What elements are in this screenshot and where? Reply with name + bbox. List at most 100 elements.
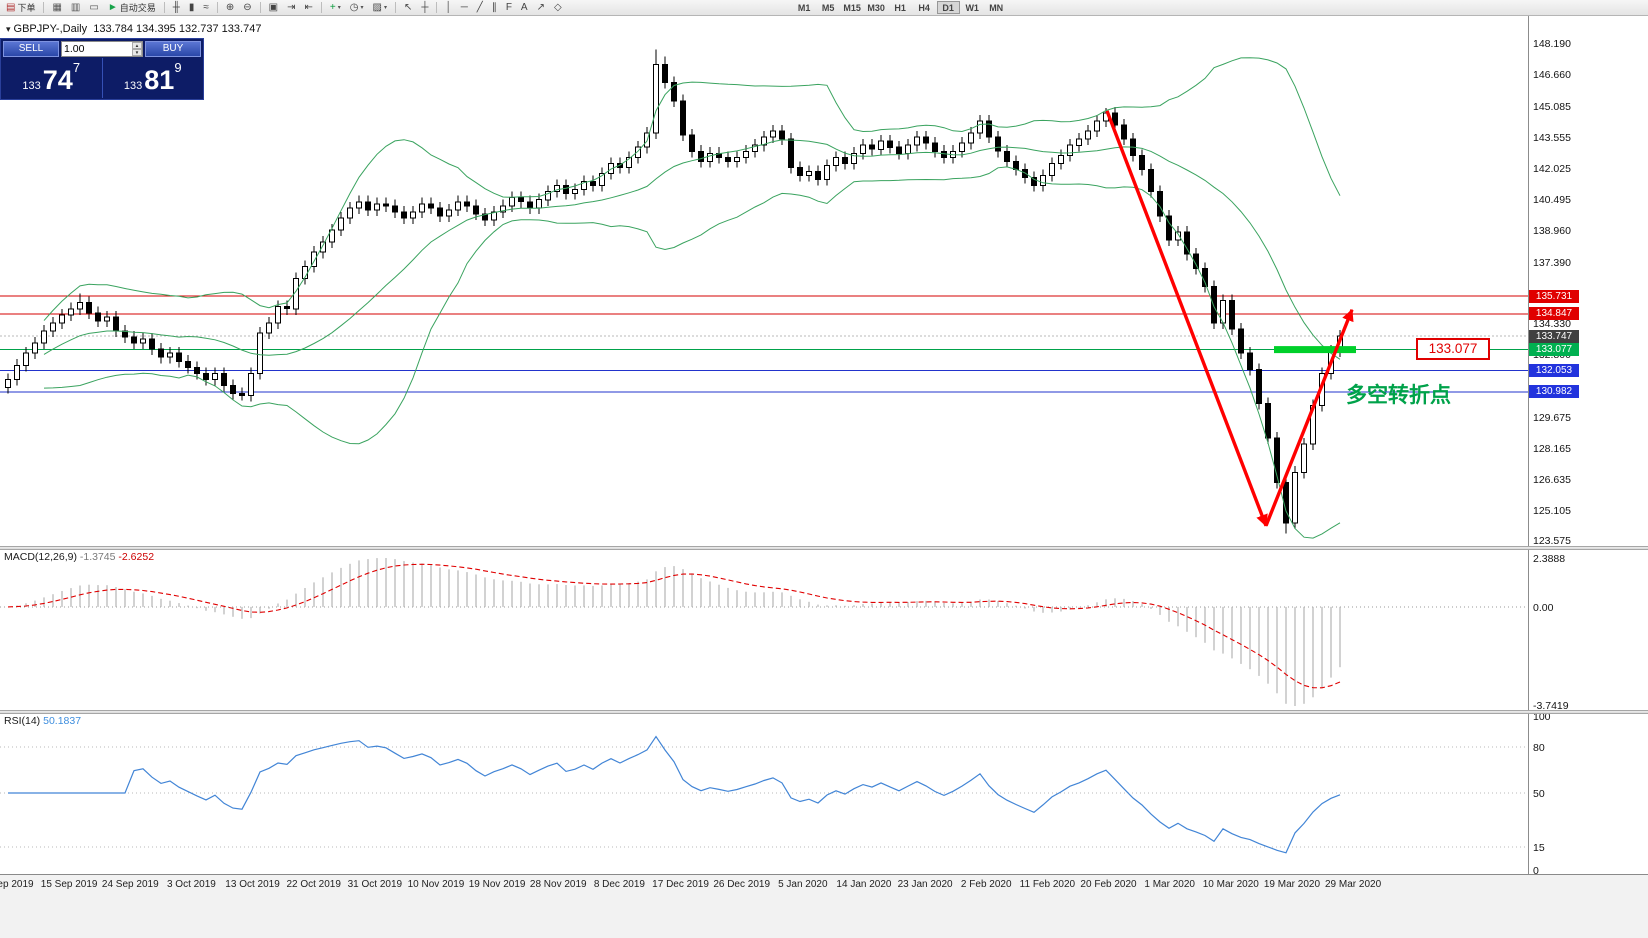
turning-point-note[interactable]: 多空转折点 (1346, 384, 1451, 407)
candlestick-button[interactable]: ▮ (185, 1, 199, 14)
channel-button[interactable]: ∥ (488, 1, 501, 14)
text-button[interactable]: A (517, 1, 532, 14)
rsi-scale-50: 50 (1533, 788, 1545, 800)
rsi-value: 50.1837 (43, 715, 82, 727)
candle-body (347, 207, 353, 219)
candle-body (500, 205, 506, 213)
bollinger-middle-band (43, 139, 1341, 360)
ask-price[interactable]: 133 81 9 (103, 58, 204, 98)
crosshair-button[interactable]: ┼ (417, 1, 432, 14)
candle-body (815, 171, 821, 181)
timeframe-m5-button[interactable]: M5 (817, 1, 840, 14)
candle-body (383, 203, 389, 207)
auto-trading-button[interactable]: ► 自动交易 (104, 1, 160, 14)
volume-down-button[interactable]: ▼ (132, 49, 142, 56)
date-label: 10 Mar 2020 (1202, 879, 1259, 890)
timeframe-m30-button[interactable]: M30 (865, 1, 888, 14)
candle-body (419, 203, 425, 213)
auto-trading-icon: ► (107, 2, 118, 13)
vertical-line-icon: │ (445, 2, 452, 13)
tile-windows-button[interactable]: ▣ (265, 1, 282, 14)
support-zone-highlight[interactable] (1274, 346, 1356, 354)
candle-body (1040, 175, 1046, 187)
vertical-line-button[interactable]: │ (441, 1, 455, 14)
macd-header: MACD(12,26,9) -1.3745 -2.6252 (4, 551, 154, 563)
toolbar-separator (216, 2, 218, 13)
panel-separator-macd[interactable] (0, 546, 1648, 550)
candle-body (1058, 154, 1064, 164)
price-tick-label: 148.190 (1533, 38, 1571, 51)
trend-arrow[interactable] (1105, 110, 1268, 527)
macd-value-main: -1.3745 (79, 551, 116, 563)
date-label: 15 Sep 2019 (40, 879, 98, 890)
date-label: 29 Mar 2020 (1325, 879, 1382, 890)
bar-chart-button[interactable]: ╫ (169, 1, 184, 14)
price-tick-label: 128.165 (1533, 442, 1571, 455)
candle-body (176, 352, 182, 362)
date-label: 14 Jan 2020 (836, 879, 892, 890)
candle-body (374, 203, 380, 211)
profiles-button[interactable]: ▥ (67, 1, 84, 14)
candle-body (77, 302, 83, 310)
trendline-button[interactable]: ╱ (473, 1, 487, 14)
terminal-button[interactable]: ▭ (85, 1, 102, 14)
timeframe-h1-button[interactable]: H1 (889, 1, 912, 14)
candle-body (761, 136, 767, 146)
timeframe-m15-button[interactable]: M15 (841, 1, 864, 14)
periods-button[interactable]: ◷ ▾ (346, 1, 368, 14)
arrows-button[interactable]: ↗ (533, 1, 549, 14)
candle-body (635, 146, 641, 158)
candle-body (977, 120, 983, 134)
date-label: 5 Sep 2019 (0, 879, 34, 890)
buy-button[interactable]: BUY (145, 41, 201, 57)
zoom-out-button[interactable]: ⊖ (239, 1, 255, 14)
timeframe-mn-button[interactable]: MN (985, 1, 1008, 14)
timeframe-h4-button[interactable]: H4 (913, 1, 936, 14)
fibonacci-button[interactable]: F (502, 1, 516, 14)
chart-shift-button[interactable]: ⇤ (300, 1, 316, 14)
macd-plot (0, 558, 1528, 706)
candle-body (779, 130, 785, 140)
horizontal-line-button[interactable]: ─ (457, 1, 472, 14)
candle-body (707, 152, 713, 162)
cursor-button[interactable]: ↖ (400, 1, 416, 14)
volume-input[interactable] (62, 42, 132, 56)
sell-button[interactable]: SELL (3, 41, 59, 57)
new-order-button-label: 下单 (17, 3, 36, 13)
candle-body (1175, 231, 1181, 241)
timeframe-w1-button[interactable]: W1 (961, 1, 984, 14)
rsi-plot (0, 735, 1528, 854)
volume-up-button[interactable]: ▲ (132, 42, 142, 49)
rsi-scale-100: 100 (1533, 711, 1551, 723)
indicators-button[interactable]: + ▾ (326, 1, 345, 14)
candle-body (482, 213, 488, 221)
price-callout-label[interactable]: 133.077 (1416, 338, 1490, 360)
charts-grid-icon: ▦ (52, 2, 62, 13)
line-chart-button[interactable]: ≈ (199, 1, 213, 14)
time-axis[interactable] (0, 874, 1648, 938)
trend-arrow[interactable] (1264, 308, 1354, 527)
price-tag-135.731: 135.731 (1529, 289, 1579, 303)
price-tick-label: 125.105 (1533, 504, 1571, 517)
new-order-button[interactable]: ▤ 下单 (2, 1, 39, 14)
channel-icon: ∥ (491, 2, 497, 13)
timeframe-d1-button[interactable]: D1 (936, 1, 960, 14)
panel-separator-rsi[interactable] (0, 710, 1648, 714)
timeframe-m1-button[interactable]: M1 (793, 1, 816, 14)
date-label: 2 Feb 2020 (960, 879, 1012, 890)
candle-body (743, 150, 749, 158)
templates-button[interactable]: ▨ ▾ (368, 1, 390, 14)
auto-scroll-button[interactable]: ⇥ (283, 1, 299, 14)
charts-grid-button[interactable]: ▦ (48, 1, 65, 14)
shapes-button[interactable]: ◇ (550, 1, 566, 14)
zoom-in-button[interactable]: ⊕ (222, 1, 238, 14)
bid-price[interactable]: 133 74 7 (1, 58, 102, 98)
candle-body (824, 164, 830, 180)
candle-body (932, 142, 938, 152)
collapse-icon[interactable]: ▾ (6, 24, 11, 34)
candle-body (140, 338, 146, 344)
candle-body (527, 201, 533, 209)
auto-scroll-icon: ⇥ (287, 2, 296, 13)
toolbar-separator (320, 2, 322, 13)
